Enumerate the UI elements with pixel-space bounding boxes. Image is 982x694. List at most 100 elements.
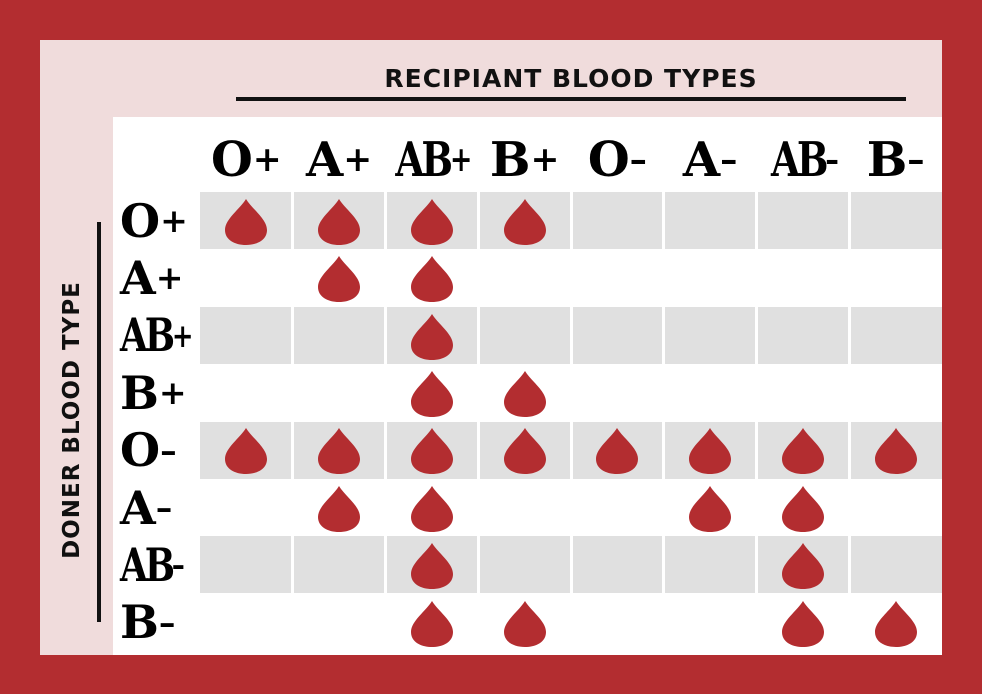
cell-divider	[847, 192, 851, 249]
blood-drop-icon	[316, 484, 362, 534]
row-header-b-pos: B +	[120, 364, 200, 421]
blood-drop-icon	[223, 197, 269, 247]
blood-drop-icon	[502, 599, 548, 649]
column-header-a-pos-sign: +	[343, 140, 373, 180]
blood-drop-icon	[409, 369, 455, 419]
cell-divider	[847, 421, 851, 479]
cell-divider	[662, 536, 666, 594]
column-header-o-neg: O –	[563, 132, 672, 188]
cell-divider	[755, 421, 758, 479]
column-header-o-pos-sign: +	[252, 140, 282, 180]
column-header-ab-pos-sign: +	[449, 140, 472, 180]
row-header-ab-pos: AB +	[120, 307, 194, 364]
blood-drop-icon	[687, 426, 733, 476]
cell-divider	[291, 421, 295, 479]
blood-drop-icon	[780, 541, 826, 591]
cell-divider	[847, 306, 851, 364]
blood-drop-icon	[780, 484, 826, 534]
column-header-o-neg-type: O	[587, 132, 630, 188]
cell-divider	[662, 306, 666, 364]
column-header-a-pos: A +	[285, 132, 394, 188]
blood-drop-icon	[873, 426, 919, 476]
row-header-b-pos-sign: +	[158, 373, 187, 413]
column-header-a-neg-sign: –	[720, 140, 738, 180]
row-header-ab-neg-type: AB	[120, 537, 175, 592]
cell-divider	[476, 306, 480, 364]
cell-divider	[291, 536, 295, 594]
row-header-a-pos-sign: +	[155, 258, 184, 298]
row-header-ab-neg-sign: –	[171, 545, 185, 585]
row-header-ab-neg: AB –	[120, 536, 185, 593]
column-header-b-neg-sign: –	[907, 140, 925, 180]
row-header-o-pos-sign: +	[160, 201, 188, 240]
column-header-b-pos-type: B	[489, 132, 531, 188]
blood-drop-icon	[502, 369, 548, 419]
row-header-b-neg-type: B	[120, 595, 159, 650]
blood-drop-icon	[502, 197, 548, 247]
column-header-o-pos: O +	[192, 132, 301, 188]
blood-drop-icon	[316, 426, 362, 476]
blood-drop-icon	[223, 426, 269, 476]
cell-divider	[755, 192, 758, 249]
blood-drop-icon	[409, 254, 455, 304]
donor-header-rule	[97, 222, 101, 622]
cell-divider	[291, 192, 295, 249]
row-header-b-pos-type: B	[120, 365, 159, 420]
row-header-a-neg-type: A	[120, 480, 156, 535]
blood-drop-icon	[502, 426, 548, 476]
cell-divider	[662, 192, 666, 249]
row-header-ab-pos-type: AB	[120, 308, 175, 363]
blood-drop-icon	[316, 197, 362, 247]
column-header-o-neg-sign: –	[629, 140, 647, 180]
blood-drop-icon	[780, 599, 826, 649]
column-header-ab-pos: AB +	[389, 132, 474, 188]
blood-drop-icon	[409, 484, 455, 534]
cell-divider	[755, 306, 758, 364]
row-header-b-neg: B –	[120, 594, 200, 651]
column-header-b-neg-type: B	[866, 132, 908, 188]
row-header-a-pos: A +	[120, 249, 200, 306]
cell-divider	[384, 536, 387, 594]
row-header-o-neg-type: O	[120, 423, 161, 478]
cell-divider	[291, 306, 295, 364]
row-header-a-neg-sign: –	[155, 488, 173, 527]
cell-divider	[569, 421, 573, 479]
cell-divider	[569, 192, 573, 249]
column-header-a-neg: A –	[656, 132, 765, 188]
row-header-b-neg-sign: –	[158, 602, 176, 642]
recipient-header-rule	[236, 97, 906, 101]
row-header-o-neg-sign: –	[160, 430, 177, 470]
blood-drop-icon	[594, 426, 640, 476]
cell-divider	[384, 192, 387, 249]
column-header-ab-neg: AB –	[760, 132, 845, 188]
column-header-b-pos: B +	[470, 132, 579, 188]
cell-divider	[384, 421, 387, 479]
blood-drop-icon	[873, 599, 919, 649]
cell-divider	[569, 536, 573, 594]
cell-divider	[476, 192, 480, 249]
blood-drop-icon	[780, 426, 826, 476]
cell-divider	[384, 306, 387, 364]
blood-drop-icon	[409, 541, 455, 591]
row-header-a-pos-type: A	[120, 250, 156, 305]
blood-drop-icon	[409, 312, 455, 362]
column-header-a-pos-type: A	[306, 132, 344, 188]
row-header-o-pos-type: O	[120, 193, 161, 248]
row-header-o-neg: O –	[120, 422, 200, 479]
column-header-b-neg: B –	[841, 132, 950, 188]
row-header-a-neg: A –	[120, 479, 200, 536]
cell-divider	[476, 536, 480, 594]
cell-divider	[847, 536, 851, 594]
blood-drop-icon	[409, 426, 455, 476]
blood-drop-icon	[409, 599, 455, 649]
column-header-o-pos-type: O	[210, 132, 253, 188]
donor-header: DONER BLOOD TYPE	[59, 281, 85, 559]
cell-divider	[569, 306, 573, 364]
blood-drop-icon	[687, 484, 733, 534]
recipient-header: RECIPIANT BLOOD TYPES	[384, 64, 758, 93]
blood-drop-icon	[316, 254, 362, 304]
row-header-o-pos: O +	[120, 192, 200, 249]
row-header-ab-pos-sign: +	[171, 315, 194, 355]
cell-divider	[755, 536, 758, 594]
blood-drop-icon	[409, 197, 455, 247]
